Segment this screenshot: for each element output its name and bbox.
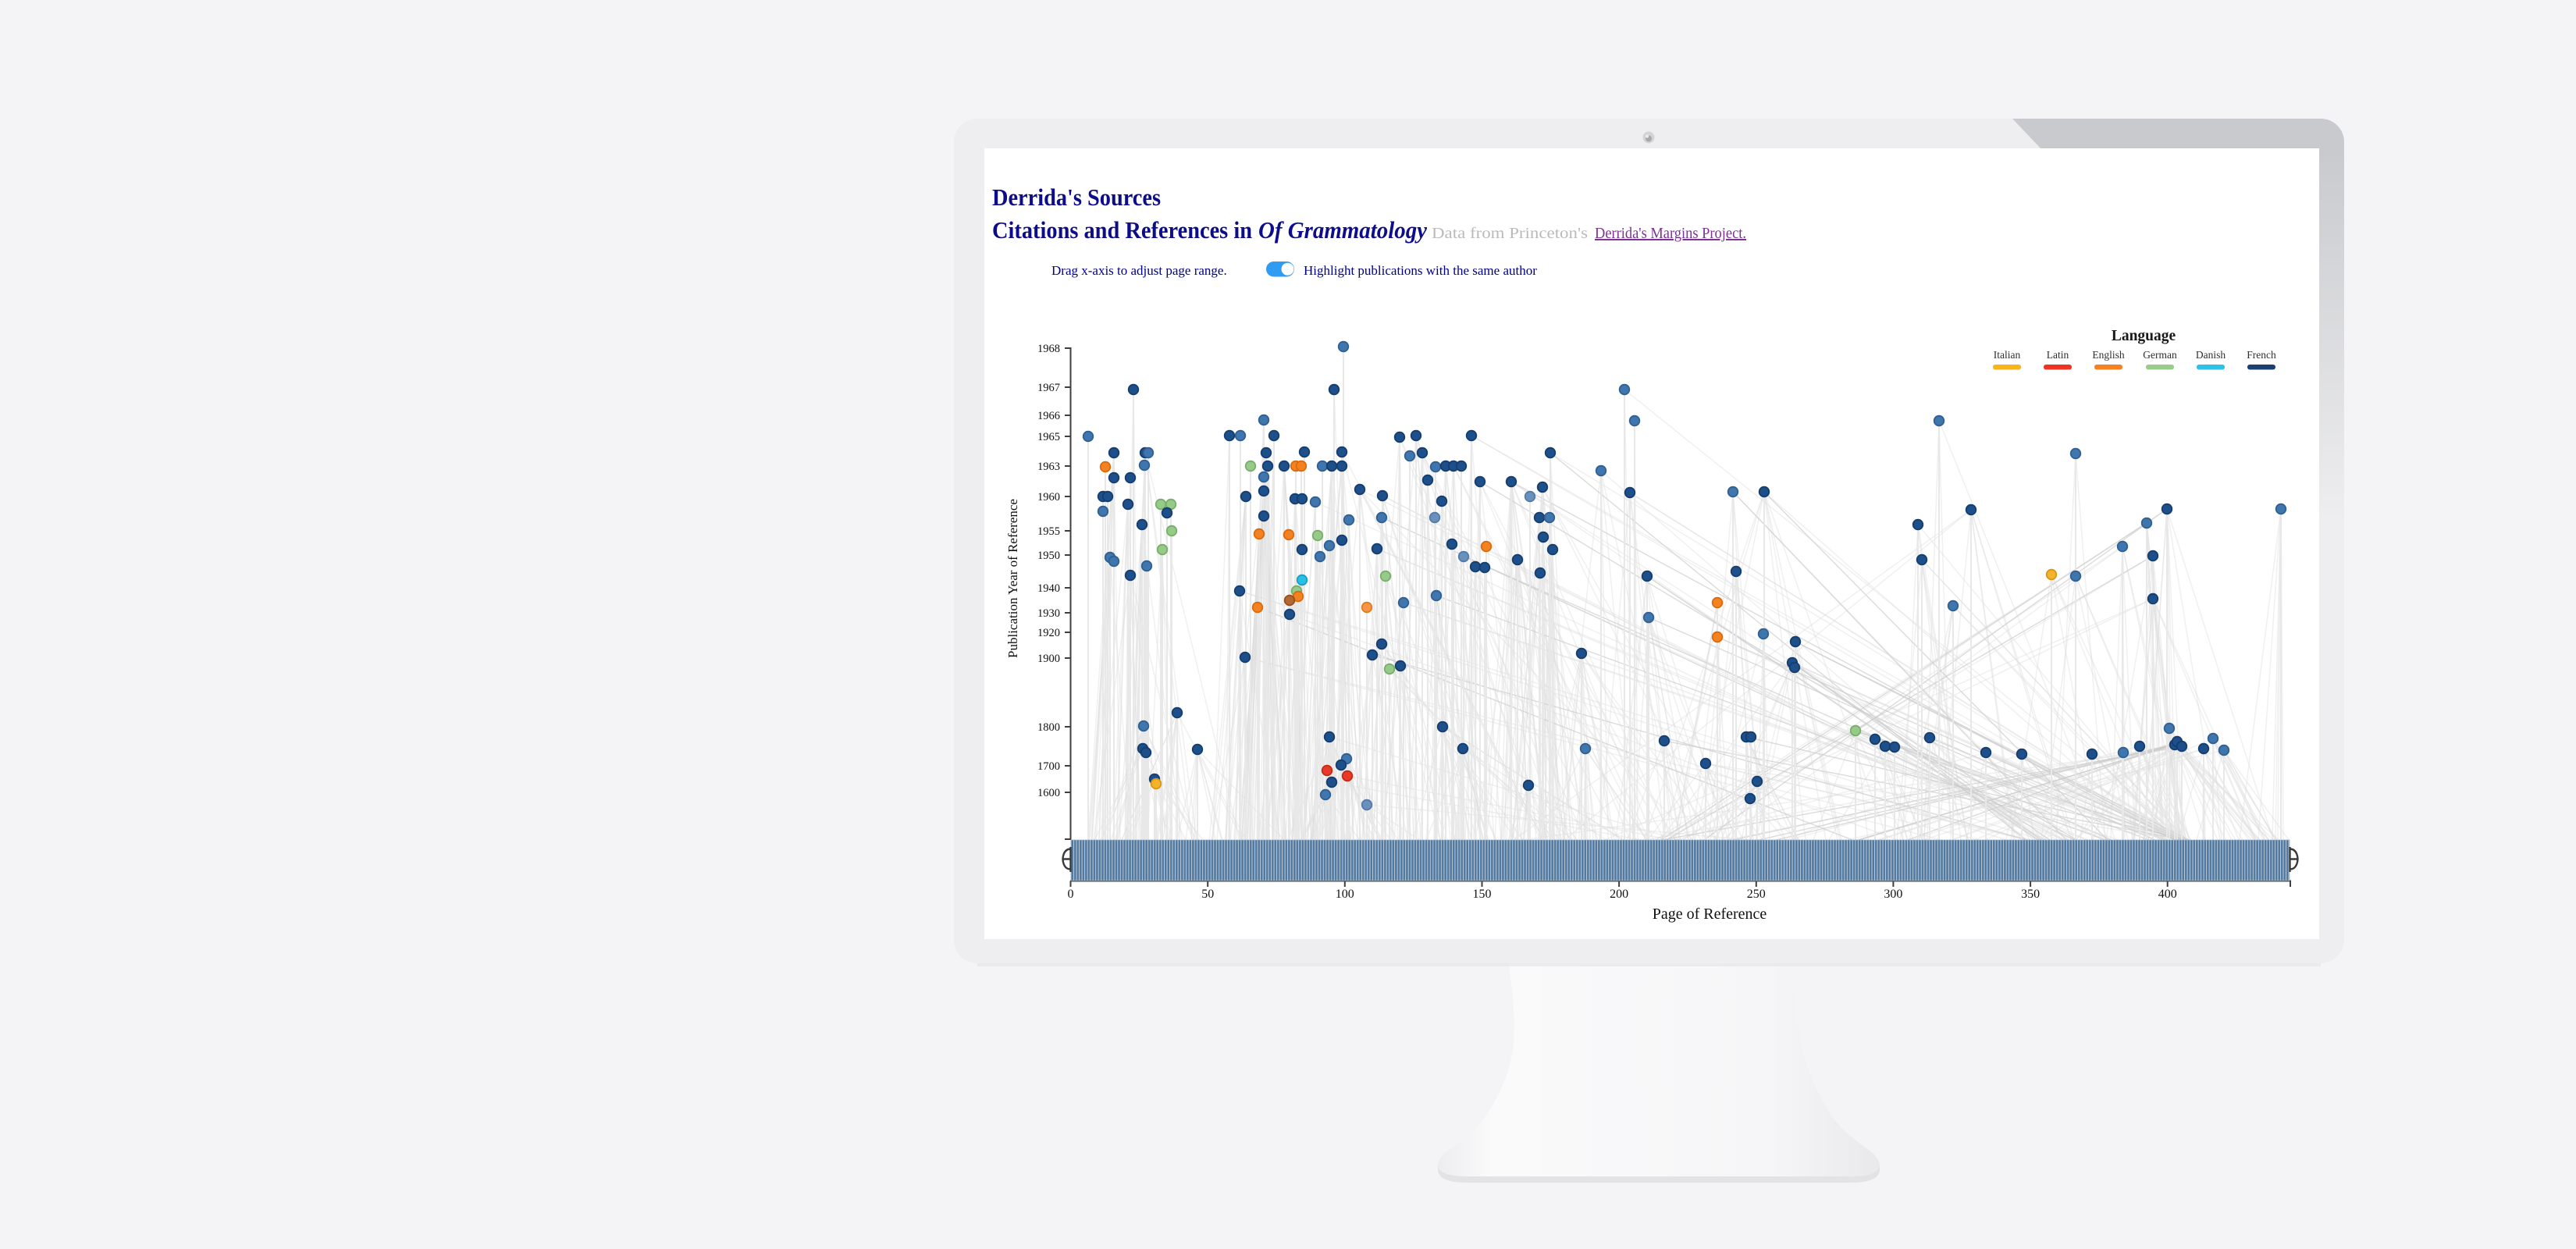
svg-text:300: 300: [1884, 888, 1902, 901]
svg-text:Highlight publications with th: Highlight publications with the same aut…: [1304, 263, 1537, 278]
svg-text:Drag x-axis to adjust page ran: Drag x-axis to adjust page range.: [1051, 263, 1227, 278]
svg-text:German: German: [2143, 349, 2177, 361]
svg-text:0: 0: [1068, 888, 1074, 901]
svg-text:Derrida's Margins Project.: Derrida's Margins Project.: [1595, 225, 1746, 242]
svg-text:1920: 1920: [1037, 627, 1060, 639]
svg-text:Data from Princeton's: Data from Princeton's: [1432, 225, 1588, 242]
svg-text:1700: 1700: [1037, 760, 1060, 773]
svg-text:1940: 1940: [1037, 582, 1060, 595]
svg-text:Page of Reference: Page of Reference: [1653, 906, 1767, 923]
svg-text:Italian: Italian: [1994, 349, 2021, 361]
svg-text:1930: 1930: [1037, 607, 1060, 620]
svg-text:1960: 1960: [1037, 491, 1060, 504]
svg-text:400: 400: [2158, 888, 2177, 901]
svg-text:English: English: [2092, 349, 2125, 361]
svg-text:1966: 1966: [1037, 410, 1060, 422]
svg-text:French: French: [2247, 349, 2276, 361]
svg-text:Of Grammatology: Of Grammatology: [1258, 216, 1427, 244]
svg-text:Danish: Danish: [2196, 349, 2226, 361]
svg-text:1900: 1900: [1037, 653, 1060, 665]
svg-text:1800: 1800: [1037, 721, 1060, 734]
svg-text:100: 100: [1336, 888, 1354, 901]
svg-text:1965: 1965: [1037, 431, 1060, 443]
svg-text:1963: 1963: [1037, 461, 1060, 473]
svg-text:Citations and References in: Citations and References in: [992, 216, 1252, 244]
svg-text:1950: 1950: [1037, 550, 1060, 562]
svg-text:Language: Language: [2112, 328, 2176, 344]
svg-text:1968: 1968: [1037, 343, 1060, 355]
svg-text:50: 50: [1201, 888, 1214, 901]
svg-text:350: 350: [2021, 888, 2040, 901]
svg-text:1967: 1967: [1037, 382, 1060, 394]
svg-text:Latin: Latin: [2047, 349, 2069, 361]
svg-text:200: 200: [1610, 888, 1628, 901]
svg-text:1600: 1600: [1037, 787, 1060, 799]
svg-text:250: 250: [1747, 888, 1766, 901]
svg-text:1955: 1955: [1037, 525, 1060, 538]
svg-text:Publication Year of Reference: Publication Year of Reference: [1005, 499, 1020, 658]
svg-text:Derrida's Sources: Derrida's Sources: [992, 183, 1161, 211]
svg-text:150: 150: [1473, 888, 1492, 901]
